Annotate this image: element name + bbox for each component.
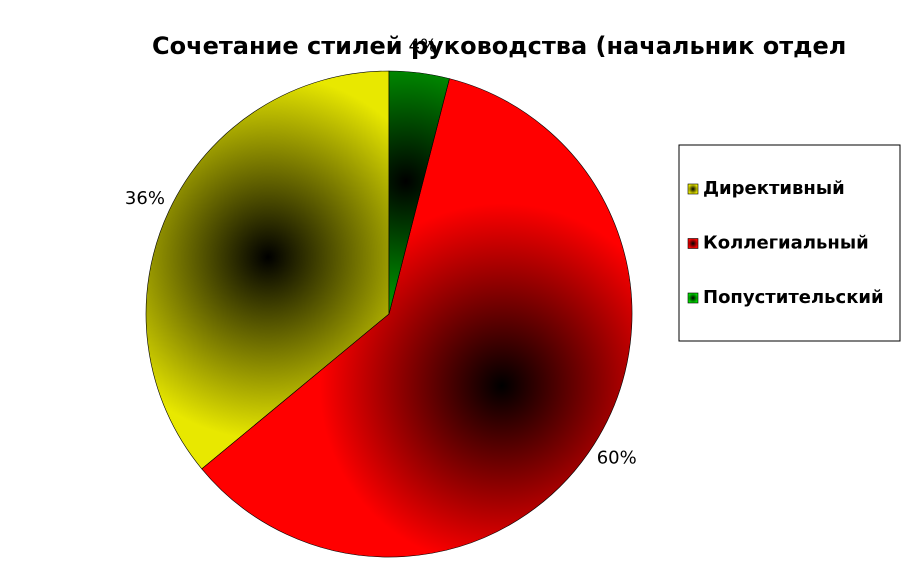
legend-swatch — [687, 183, 699, 195]
data-label: 4% — [409, 35, 438, 56]
legend-label: Директивный — [703, 178, 845, 199]
legend-label: Попустительский — [703, 287, 884, 308]
chart-title: Сочетание стилей руководства (начальник … — [152, 32, 846, 60]
legend-box — [678, 144, 901, 342]
data-label: 36% — [125, 188, 165, 209]
pie-slice — [201, 78, 633, 558]
legend-label: Коллегиальный — [703, 233, 869, 254]
pie-slice — [145, 70, 390, 470]
data-label: 60% — [597, 448, 637, 469]
legend-swatch — [687, 238, 699, 249]
pie-slice — [388, 70, 450, 315]
legend-swatch — [687, 292, 699, 304]
